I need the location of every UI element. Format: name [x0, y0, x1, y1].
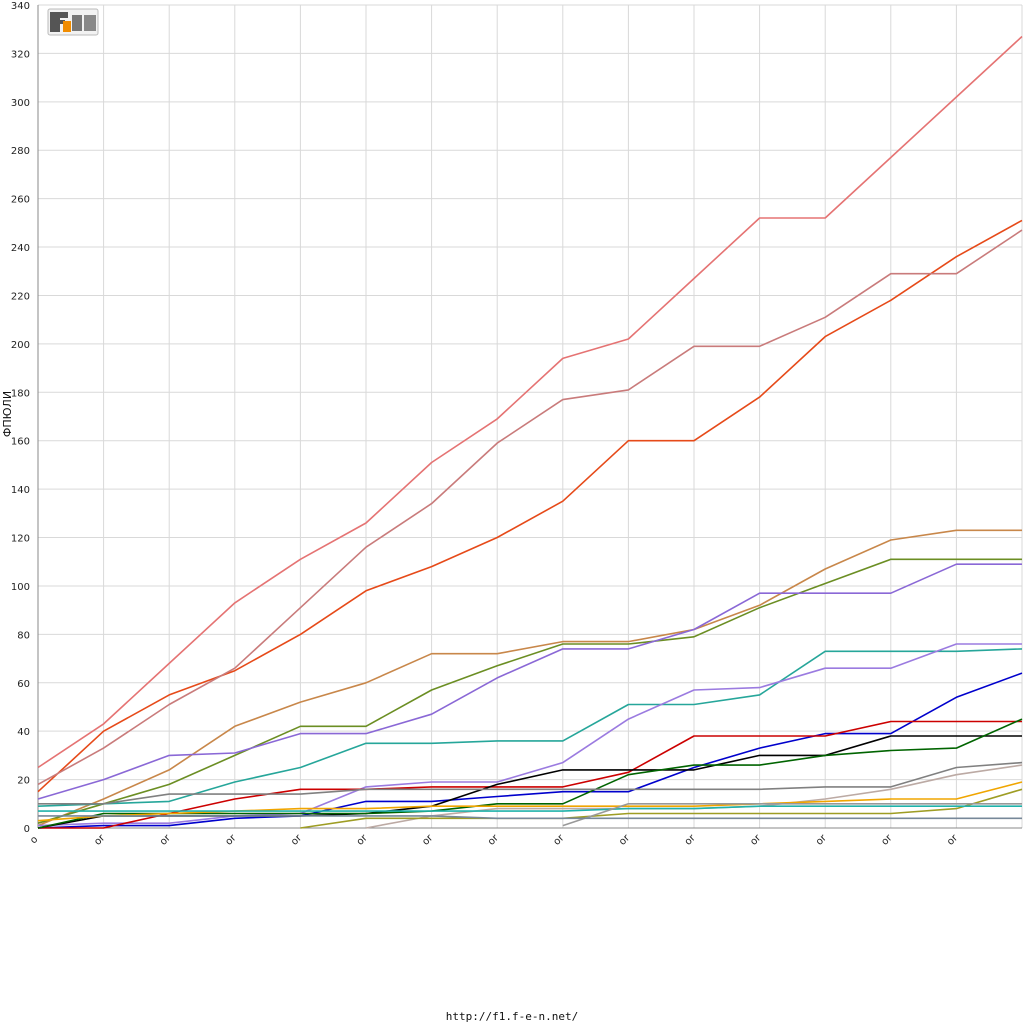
tick-labels: 0 20 40 60 80 100 120 140 160 180 200 220 240 260 280 3…	[11, 1, 961, 848]
y-tick-label: 60	[17, 679, 30, 690]
series-line-13	[38, 761, 1023, 805]
x-tick-label: or	[355, 832, 371, 848]
series-line-19	[38, 815, 1022, 820]
y-tick-label: 80	[17, 630, 30, 641]
x-tick-label: or	[552, 832, 568, 848]
y-tick-label: 100	[11, 582, 30, 593]
x-tick-label: or	[224, 832, 240, 848]
series-line-18	[562, 803, 1022, 827]
axes	[37, 5, 1022, 829]
series-line-16	[300, 788, 1023, 829]
series-line-2	[37, 219, 1023, 793]
y-tick-label: 220	[11, 291, 30, 302]
series-line-8	[37, 643, 1022, 827]
footer-url[interactable]: http://f1.f-e-n.net/	[445, 1010, 579, 1023]
x-tick-label: o	[28, 834, 40, 846]
y-tick-label: 120	[11, 534, 30, 545]
y-tick-label: 240	[11, 243, 30, 254]
y-tick-label: 200	[11, 340, 30, 351]
x-tick-label: or	[880, 832, 896, 848]
x-tick-label: or	[683, 832, 699, 848]
y-tick-label: 340	[11, 1, 30, 12]
grid	[37, 4, 1023, 829]
x-tick-label: or	[486, 832, 502, 848]
series-line-15	[37, 781, 1023, 822]
x-tick-label: or	[158, 832, 174, 848]
series-lines	[37, 35, 1023, 829]
x-tick-label: or	[814, 832, 830, 848]
y-tick-label: 20	[17, 776, 30, 787]
y-tick-label: 160	[11, 437, 30, 448]
y-tick-label: 40	[17, 727, 30, 738]
series-line-5	[37, 558, 1022, 824]
y-tick-label: 300	[11, 98, 30, 109]
y-tick-label: 180	[11, 388, 30, 399]
series-line-12	[37, 718, 1023, 829]
series-line-6	[37, 563, 1022, 800]
x-tick-label: or	[420, 832, 436, 848]
x-tick-label: or	[289, 832, 305, 848]
y-tick-label: 260	[11, 195, 30, 206]
y-axis-title: ФПЮЛИ	[1, 391, 14, 437]
series-line-17	[38, 805, 1022, 812]
series-line-10	[38, 720, 1022, 829]
series-line-4	[37, 529, 1022, 827]
x-tick-label: or	[617, 832, 633, 848]
y-tick-label: 320	[11, 49, 30, 60]
x-tick-label: or	[945, 832, 961, 848]
y-tick-label: 280	[11, 146, 30, 157]
series-line-1	[37, 35, 1023, 769]
y-tick-label: 0	[24, 824, 30, 835]
series-line-9	[37, 672, 1023, 829]
series-line-3	[37, 229, 1023, 786]
x-tick-label: or	[92, 832, 108, 848]
y-tick-label: 140	[11, 485, 30, 496]
f1-e-n-logo	[46, 7, 100, 37]
x-tick-label: or	[748, 832, 764, 848]
series-line-7	[37, 648, 1023, 807]
